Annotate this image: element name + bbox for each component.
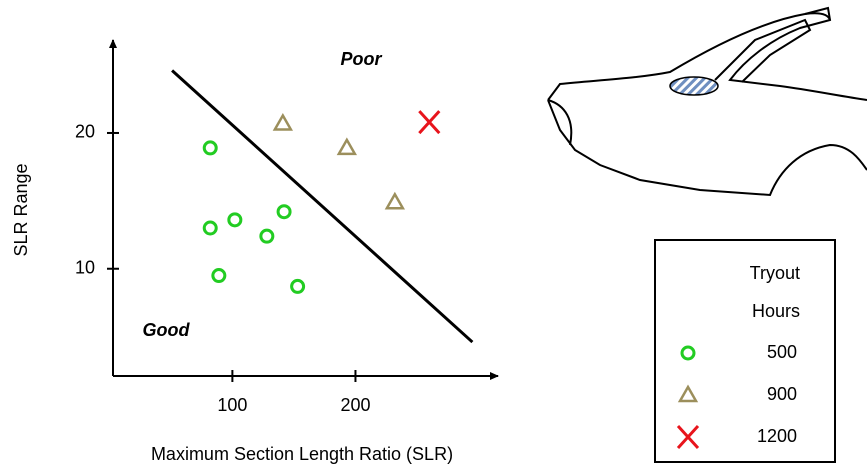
marker-circle — [261, 230, 273, 242]
marker-circle — [213, 270, 225, 282]
marker-triangle — [275, 115, 291, 129]
legend-title: Tryout — [750, 263, 800, 283]
chart: SLR Range Maximum Section Length Ratio (… — [0, 0, 867, 469]
hatched-patch — [670, 77, 718, 95]
annotation: Good — [143, 320, 191, 340]
marker-x — [419, 111, 439, 133]
marker-triangle — [387, 194, 403, 208]
marker-circle — [204, 222, 216, 234]
marker-triangle — [339, 140, 355, 154]
car-drawing — [548, 8, 867, 195]
y-axis-label: SLR Range — [11, 163, 31, 256]
marker-circle — [229, 214, 241, 226]
legend-label: 900 — [767, 384, 797, 404]
boundary-line — [172, 71, 472, 343]
annotation: Poor — [340, 49, 382, 69]
x-tick-label: 200 — [340, 395, 370, 415]
x-axis-label: Maximum Section Length Ratio (SLR) — [151, 444, 453, 464]
marker-circle — [278, 206, 290, 218]
x-tick-label: 100 — [217, 395, 247, 415]
y-tick-label: 20 — [75, 122, 95, 142]
marker-circle — [204, 142, 216, 154]
marker-circle — [292, 280, 304, 292]
legend-label: 500 — [767, 342, 797, 362]
legend-label: 1200 — [757, 426, 797, 446]
y-tick-label: 10 — [75, 257, 95, 277]
legend-title: Hours — [752, 301, 800, 321]
